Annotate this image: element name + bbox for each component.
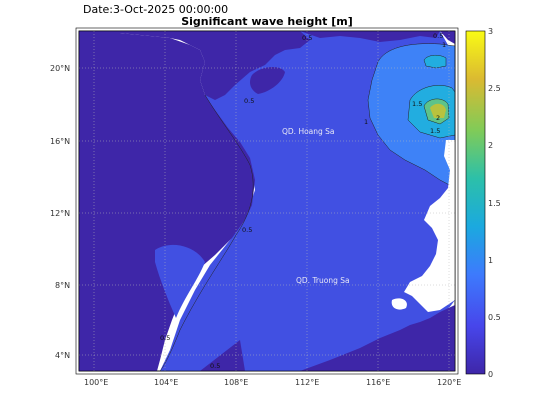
colorbar-tick-label: 2.5 (488, 84, 501, 93)
colorbar-tick-label: 2 (488, 141, 493, 150)
colorbar-tick-label: 0 (488, 370, 493, 379)
place-label-truong-sa: QD. Truong Sa (296, 276, 350, 285)
x-tick-label: 120°E (437, 378, 461, 387)
frame-border (75, 27, 459, 375)
contour-label: 0.5 (210, 362, 220, 370)
colorbar-tick-label: 1.5 (488, 199, 501, 208)
contour-label: 2 (436, 114, 440, 122)
land-masses (79, 31, 455, 371)
place-label-hoang-sa: QD. Hoang Sa (282, 127, 335, 136)
x-tick-label: 108°E (224, 378, 248, 387)
x-tick-label: 104°E (154, 378, 178, 387)
y-tick-label: 20°N (50, 64, 70, 73)
gulf-of-thailand (155, 244, 205, 318)
x-tick-label: 116°E (366, 378, 390, 387)
contour-line-05 (159, 94, 254, 371)
contour-label: 0.5 (244, 97, 254, 105)
contour-label: 0.5 (242, 226, 252, 234)
contour-label: 1.5 (412, 100, 422, 108)
x-tick-label: 112°E (295, 378, 319, 387)
y-tick-label: 12°N (50, 209, 70, 218)
map-title: Significant wave height [m] (181, 15, 353, 28)
y-axis: 20°N 16°N 12°N 8°N 4°N (50, 64, 70, 360)
y-tick-label: 4°N (55, 351, 70, 360)
philippines-landmass (404, 140, 455, 312)
contour-label: 0.5 (433, 32, 443, 40)
y-tick-label: 16°N (50, 137, 70, 146)
contour-label: 0.5 (160, 334, 170, 342)
colorbar-gradient (465, 30, 486, 375)
date-label: Date:3-Oct-2025 00:00:00 (83, 3, 229, 16)
x-tick-label: 100°E (84, 378, 108, 387)
colorbar: 3 2.5 2 1.5 1 0.5 0 (465, 27, 501, 379)
contour-label: 1 (442, 41, 446, 49)
colorbar-tick-label: 1 (488, 256, 493, 265)
contour-peak (430, 103, 446, 118)
contour-band-15-north (423, 55, 447, 69)
contour-label: 1.5 (430, 127, 440, 135)
x-axis: 100°E 104°E 108°E 112°E 116°E 120°E (84, 378, 461, 387)
philippines-island-small (391, 298, 407, 310)
contour-label: 1 (364, 118, 368, 126)
contour-label: 0.5 (302, 34, 312, 42)
colorbar-tick-label: 3 (488, 27, 493, 36)
y-tick-label: 8°N (55, 281, 70, 290)
colorbar-tick-label: 0.5 (488, 313, 501, 322)
